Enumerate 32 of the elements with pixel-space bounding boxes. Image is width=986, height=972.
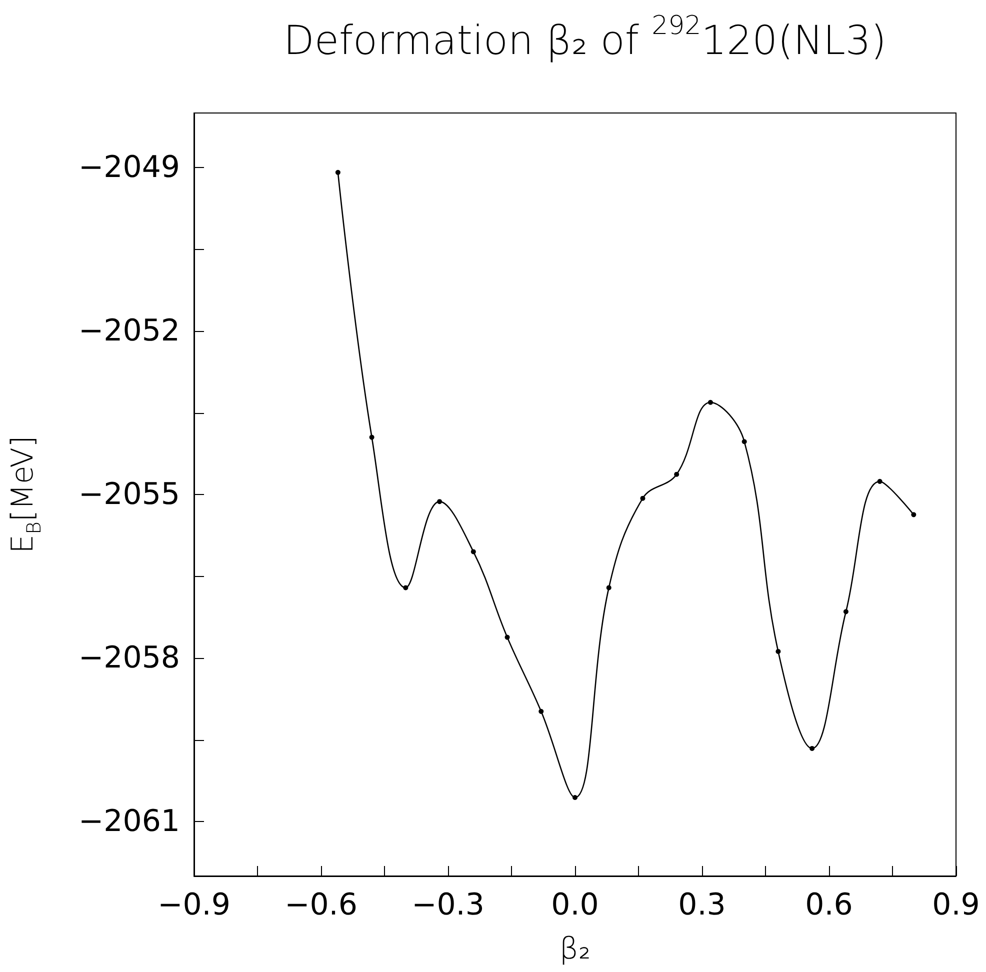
point [640,496,646,501]
point [708,400,713,405]
y-tick-label: −2052 [78,314,180,348]
point [470,549,476,554]
point [674,472,680,477]
x-tick-label: 0.6 [805,888,853,922]
x-tick-label: −0.3 [412,888,484,922]
point [606,585,612,590]
point [776,648,781,654]
point [504,634,510,640]
y-tick-label: −2049 [78,150,180,185]
point [538,708,544,714]
point [369,434,374,440]
point [877,478,882,484]
point [843,609,848,614]
y-tick-label: −2061 [78,804,180,839]
x-tick-label: −0.9 [158,888,230,922]
x-tick-label: 0.3 [678,888,726,922]
point [810,746,815,751]
x-tick-label: −0.6 [284,888,358,922]
point [403,585,408,590]
point [572,795,578,800]
point [437,499,442,504]
x-tick-label: 0.9 [932,888,980,922]
y-tick-label: −2055 [78,477,180,512]
x-tick-label: 0.0 [551,888,599,922]
point [911,512,916,518]
y-tick-label: −2058 [78,640,180,676]
x-axis-title: β₂ [559,932,591,966]
y-axis-title: EB[MeV] [6,436,46,554]
point [335,170,340,175]
point [742,439,747,444]
